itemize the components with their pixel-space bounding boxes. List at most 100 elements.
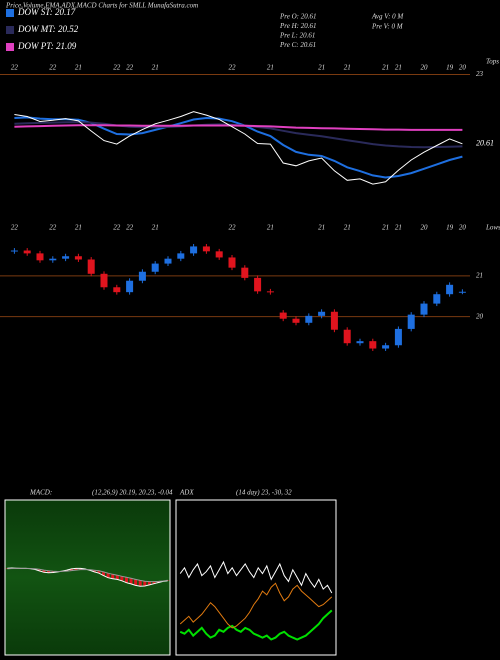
- macd-title: MACD:: [29, 489, 52, 497]
- x-tick-label: 20: [421, 64, 429, 72]
- histogram-bar: [115, 575, 119, 580]
- candle-body: [292, 318, 300, 323]
- x-tick-label: 21: [152, 224, 159, 232]
- macd-panel: [4, 499, 171, 656]
- candle-body: [369, 341, 377, 349]
- adx-params: (14 day) 23, -30, 32: [236, 489, 292, 497]
- tops-label: Tops: [486, 58, 499, 66]
- candle-body: [318, 311, 326, 316]
- y-tick-label: 21: [476, 271, 483, 279]
- histogram-bar: [138, 580, 142, 587]
- histogram-bar: [124, 577, 128, 583]
- histogram-bar: [106, 573, 110, 578]
- macd-line: [7, 567, 168, 583]
- x-tick-label: 21: [318, 224, 325, 232]
- candle-body: [74, 256, 82, 260]
- candle-body: [49, 258, 57, 261]
- x-tick-label: 21: [382, 224, 389, 232]
- x-tick-label: 21: [267, 64, 274, 72]
- y-tick-label: 23: [476, 70, 484, 78]
- legend-swatch: [6, 9, 14, 17]
- histogram-bar: [120, 576, 124, 581]
- candle-body: [177, 253, 185, 259]
- x-tick-label: 20: [459, 64, 467, 72]
- x-tick-label: 22: [11, 224, 19, 232]
- histogram-bar: [42, 570, 46, 573]
- candle-body: [228, 257, 236, 268]
- histogram-bar: [69, 568, 73, 571]
- legend-swatch: [6, 43, 14, 51]
- x-tick-label: 20: [421, 224, 429, 232]
- y-tick-label: 20: [476, 312, 484, 320]
- x-tick-label: 22: [229, 224, 237, 232]
- histogram-bar: [102, 571, 106, 576]
- x-tick-label: 21: [382, 64, 389, 72]
- histogram-bar: [92, 570, 96, 572]
- adx-line: [179, 582, 333, 629]
- info-text: Pre H: 20.61: [279, 22, 316, 30]
- histogram-bar: [79, 568, 83, 570]
- legend-swatch: [6, 26, 14, 34]
- lows-label: Lows: [485, 224, 500, 232]
- candle-body: [100, 273, 108, 288]
- candle-body: [62, 256, 70, 259]
- x-tick-label: 21: [75, 64, 82, 72]
- x-tick-label: 21: [395, 224, 402, 232]
- x-tick-label: 21: [395, 64, 402, 72]
- histogram-bar: [152, 581, 156, 584]
- candle-body: [126, 280, 134, 293]
- x-tick-label: 22: [11, 64, 19, 72]
- adx-line: [179, 560, 333, 594]
- histogram-bar: [143, 581, 147, 586]
- candle-body: [446, 284, 454, 295]
- x-tick-label: 22: [113, 64, 121, 72]
- x-tick-label: 22: [126, 224, 134, 232]
- legend-label: DOW MT: 20.52: [17, 24, 79, 34]
- candle-body: [241, 267, 249, 278]
- histogram-bar: [134, 579, 138, 586]
- x-tick-label: 20: [459, 224, 467, 232]
- candle-body: [305, 315, 313, 323]
- histogram-bar: [74, 568, 78, 571]
- x-tick-label: 19: [446, 64, 454, 72]
- info-text: Pre V: 0 M: [371, 23, 404, 31]
- x-tick-label: 21: [344, 224, 351, 232]
- candle-body: [87, 259, 95, 274]
- candle-body: [36, 253, 44, 261]
- x-tick-label: 21: [152, 64, 159, 72]
- x-tick-label: 21: [318, 64, 325, 72]
- candle-body: [407, 314, 415, 329]
- candle-body: [10, 250, 18, 252]
- x-tick-label: 22: [113, 224, 121, 232]
- candle-body: [330, 311, 338, 330]
- histogram-bar: [129, 578, 133, 584]
- candle-body: [420, 303, 428, 315]
- histogram-bar: [37, 569, 41, 571]
- histogram-bar: [47, 570, 51, 573]
- x-tick-label: 22: [126, 64, 134, 72]
- x-tick-label: 21: [267, 224, 274, 232]
- candle-body: [202, 246, 210, 252]
- info-text: Pre L: 20.61: [279, 32, 315, 40]
- x-tick-label: 21: [75, 224, 82, 232]
- legend-label: DOW ST: 20.17: [17, 7, 76, 17]
- candle-body: [279, 312, 287, 319]
- macd-params: (12,26,9) 20.19, 20.23, -0.04: [92, 489, 173, 497]
- candle-body: [433, 294, 441, 304]
- chart-title: Price,Volume,EMA,ADX,MACD Charts for SML…: [5, 2, 198, 10]
- candle-body: [164, 258, 172, 264]
- info-text: Avg V: 0 M: [371, 13, 404, 21]
- histogram-bar: [97, 570, 101, 574]
- price-line: [14, 111, 463, 185]
- ema-line: [14, 124, 463, 131]
- candle-body: [254, 277, 262, 292]
- candle-body: [356, 341, 364, 344]
- candle-body: [458, 291, 466, 293]
- candle-body: [266, 291, 274, 293]
- adx-panel: [175, 499, 337, 656]
- candle-body: [138, 271, 146, 281]
- candle-body: [343, 329, 351, 344]
- candle-body: [23, 250, 31, 254]
- candle-body: [215, 251, 223, 258]
